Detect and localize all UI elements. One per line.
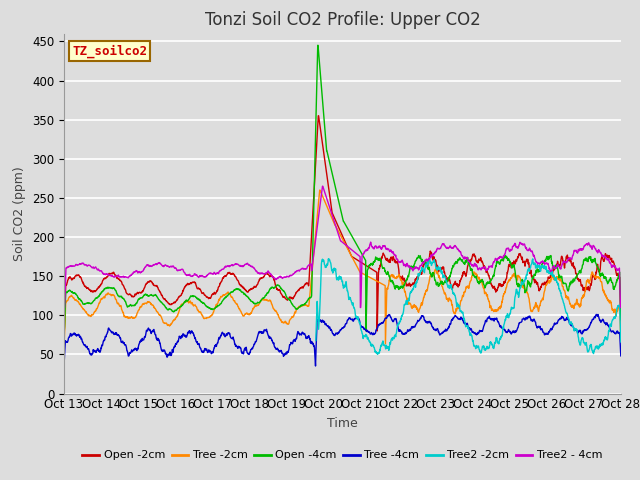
Open -2cm	[331, 216, 339, 222]
Tree2 - 4cm	[88, 265, 96, 271]
Open -4cm	[499, 256, 506, 262]
Tree -4cm	[601, 320, 609, 326]
Y-axis label: Soil CO2 (ppm): Soil CO2 (ppm)	[13, 166, 26, 261]
Tree2 - 4cm	[316, 203, 324, 209]
Open -4cm	[316, 70, 324, 75]
Open -4cm	[60, 328, 68, 334]
Line: Tree -2cm: Tree -2cm	[64, 190, 621, 347]
Legend: Open -2cm, Tree -2cm, Open -4cm, Tree -4cm, Tree2 -2cm, Tree2 - 4cm: Open -2cm, Tree -2cm, Open -4cm, Tree -4…	[78, 446, 607, 465]
Tree2 - 4cm	[60, 305, 68, 311]
Open -2cm	[617, 320, 625, 326]
Tree2 -2cm	[331, 267, 339, 273]
Tree -4cm	[617, 353, 625, 359]
Line: Open -4cm: Open -4cm	[64, 45, 621, 331]
Tree2 -2cm	[601, 337, 609, 343]
Text: TZ_soilco2: TZ_soilco2	[72, 44, 147, 58]
Tree -2cm	[88, 312, 96, 317]
Line: Open -2cm: Open -2cm	[64, 116, 621, 331]
Open -4cm	[331, 183, 339, 189]
Line: Tree -4cm: Tree -4cm	[64, 314, 621, 366]
Tree2 - 4cm	[331, 221, 339, 227]
Tree -4cm	[60, 363, 68, 369]
Tree2 - 4cm	[601, 254, 609, 260]
Tree -2cm	[331, 222, 339, 228]
Line: Tree2 -2cm: Tree2 -2cm	[316, 259, 621, 354]
Open -4cm	[88, 300, 96, 305]
Line: Tree2 - 4cm: Tree2 - 4cm	[64, 186, 621, 308]
Tree2 -2cm	[316, 302, 324, 308]
Tree2 -2cm	[617, 339, 625, 345]
Open -4cm	[314, 42, 321, 48]
Tree -4cm	[331, 332, 339, 338]
Open -2cm	[601, 254, 609, 260]
Open -2cm	[314, 113, 322, 119]
Tree2 -2cm	[600, 336, 608, 342]
Tree -2cm	[617, 338, 625, 344]
Open -2cm	[88, 289, 96, 295]
Tree -4cm	[316, 318, 324, 324]
Tree2 - 4cm	[319, 183, 326, 189]
Open -4cm	[601, 274, 609, 280]
Tree -2cm	[601, 291, 609, 297]
Tree -2cm	[316, 188, 324, 193]
Tree -4cm	[602, 320, 609, 325]
Tree -4cm	[312, 363, 319, 369]
Open -4cm	[617, 317, 625, 323]
Open -2cm	[60, 328, 68, 334]
Tree2 - 4cm	[617, 305, 625, 311]
Tree -2cm	[601, 290, 609, 296]
Tree -2cm	[60, 344, 68, 349]
Open -2cm	[601, 257, 609, 263]
X-axis label: Time: Time	[327, 417, 358, 430]
Title: Tonzi Soil CO2 Profile: Upper CO2: Tonzi Soil CO2 Profile: Upper CO2	[205, 11, 480, 29]
Tree -4cm	[88, 351, 96, 357]
Tree2 -2cm	[499, 331, 506, 337]
Open -2cm	[316, 125, 324, 131]
Tree -2cm	[499, 297, 506, 302]
Tree -4cm	[593, 312, 600, 317]
Tree2 - 4cm	[601, 253, 609, 259]
Open -4cm	[601, 274, 609, 279]
Tree2 - 4cm	[499, 255, 506, 261]
Tree -4cm	[499, 325, 506, 331]
Open -2cm	[499, 282, 506, 288]
Tree -2cm	[316, 187, 324, 193]
